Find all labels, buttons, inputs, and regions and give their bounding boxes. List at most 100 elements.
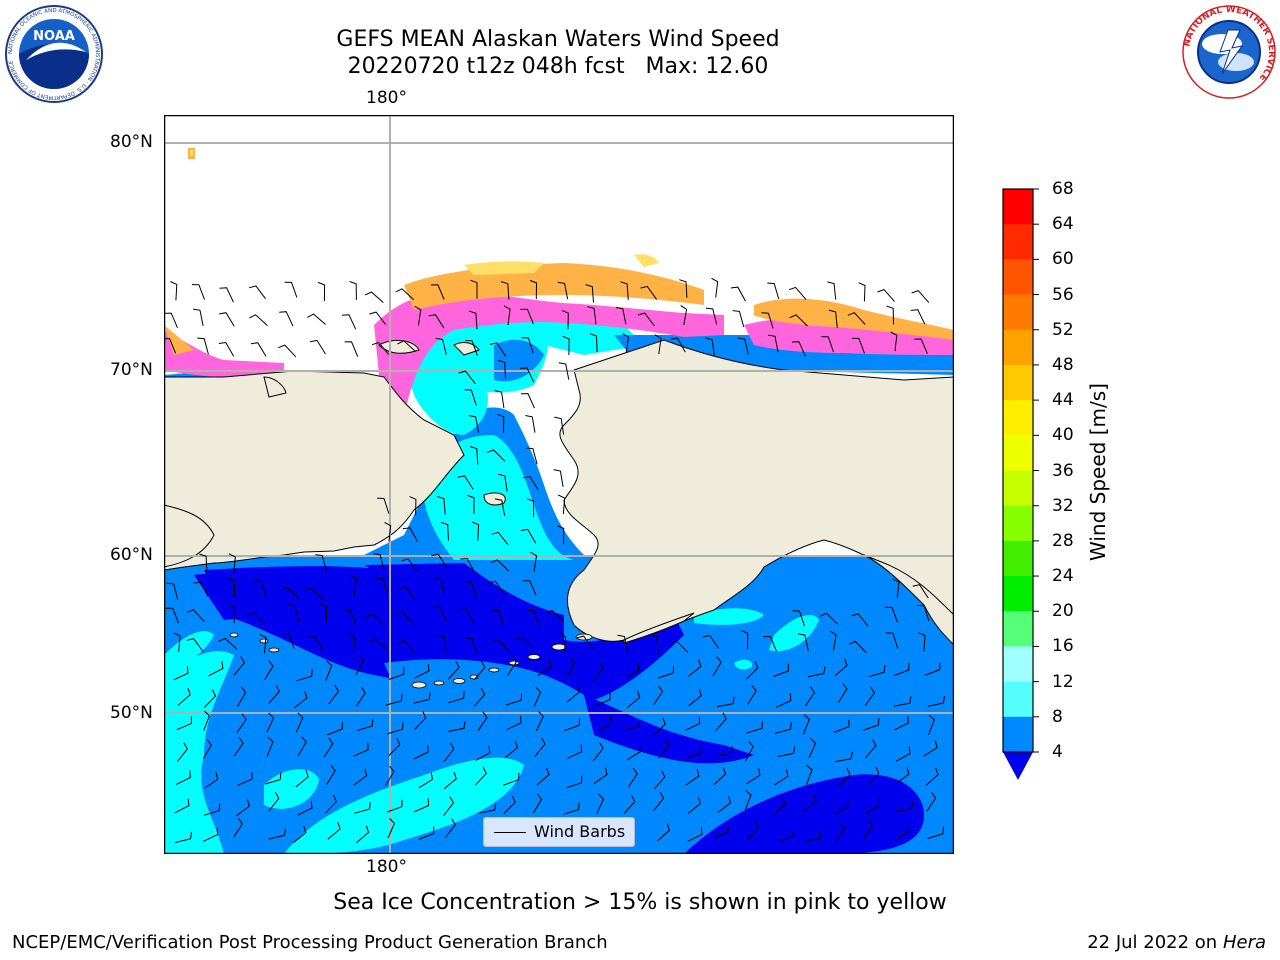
wind-barb — [561, 309, 569, 330]
wind-barb — [838, 683, 848, 703]
wind-barb — [268, 828, 286, 840]
wind-barb — [266, 736, 274, 757]
wind-barb — [474, 766, 487, 786]
colorbar-tick-label: 44 — [1052, 390, 1074, 411]
wind-barb — [835, 751, 853, 763]
wind-barb — [838, 768, 851, 787]
wind-barb — [717, 795, 732, 813]
wind-barb — [355, 686, 366, 707]
wind-barb — [430, 284, 445, 300]
footer-host: Hera — [1222, 932, 1266, 953]
wind-barb — [218, 341, 235, 357]
wind-barb — [567, 656, 576, 677]
wind-barb — [233, 818, 244, 838]
wind-barb — [448, 691, 465, 704]
wind-barb — [865, 739, 877, 759]
wind-barb — [443, 742, 455, 762]
wind-barb — [862, 819, 874, 840]
wind-barb — [747, 820, 760, 840]
wind-barb — [774, 769, 789, 786]
wind-barb — [895, 767, 910, 785]
wind-barb — [893, 696, 912, 707]
wind-barb — [203, 710, 210, 731]
wind-barb — [895, 746, 911, 762]
wind-barb — [819, 612, 839, 625]
wind-barb — [886, 305, 894, 325]
wind-barb — [926, 792, 937, 812]
wind-barb — [640, 285, 658, 300]
wind-barb — [596, 793, 605, 814]
wind-barb — [327, 722, 343, 736]
wind-barb — [503, 772, 520, 786]
wind-barb — [202, 739, 213, 760]
wind-barb — [385, 765, 395, 786]
wind-barb — [203, 689, 216, 708]
wind-barb — [867, 766, 880, 786]
wind-barb — [354, 802, 371, 814]
wind-barb — [488, 580, 506, 595]
wind-barb — [834, 658, 848, 677]
colorbar-bin — [1003, 364, 1033, 401]
wind-barb — [387, 818, 396, 839]
colorbar-extend-arrow — [1003, 752, 1033, 780]
colorbar-tick-label: 56 — [1052, 284, 1074, 305]
wind-barb — [199, 553, 208, 573]
wind-barb — [491, 609, 505, 626]
wind-barb — [527, 609, 540, 627]
wind-barb — [587, 306, 597, 325]
wind-barb — [715, 712, 727, 732]
wind-barb — [622, 719, 641, 731]
lon-label-bottom: 180° — [366, 857, 407, 877]
colorbar-tick-label: 40 — [1052, 425, 1074, 446]
wind-barb — [324, 795, 337, 814]
colorbar-bin — [1003, 224, 1033, 260]
colorbar-bin — [1003, 611, 1033, 647]
wind-barb — [304, 587, 324, 600]
wind-barb — [558, 633, 567, 653]
wind-barb — [833, 719, 850, 733]
wind-barb — [805, 764, 813, 786]
wind-barb — [557, 281, 569, 300]
wind-barb — [567, 744, 583, 760]
wind-barb — [174, 831, 192, 844]
wind-barb — [469, 310, 478, 330]
wind-barb — [465, 637, 478, 655]
wind-barb — [414, 664, 430, 679]
nws-logo: NATIONAL WEATHER SERVICE — [1182, 5, 1276, 99]
wind-barb — [877, 289, 895, 302]
lat-label-50n: 50°N — [110, 703, 153, 723]
wind-barb — [914, 338, 928, 354]
colorbar-bin — [1003, 681, 1033, 718]
wind-barb — [592, 742, 604, 762]
colorbar-bin — [1003, 540, 1033, 577]
colorbar-tick-label: 32 — [1052, 495, 1074, 516]
colorbar-label: Wind Speed [m/s] — [1086, 383, 1110, 561]
wind-barb — [457, 475, 474, 490]
wind-barb — [705, 337, 715, 356]
wind-barb — [885, 632, 899, 649]
wind-barb — [563, 802, 580, 815]
colorbar-tick-label: 8 — [1052, 706, 1063, 727]
wind-barb — [175, 770, 191, 786]
wind-barb — [375, 578, 389, 595]
wind-barb — [297, 736, 307, 757]
wind-barb — [626, 690, 641, 708]
wind-barb — [928, 714, 935, 735]
wind-barb — [803, 831, 822, 843]
wind-barb — [537, 660, 552, 677]
wind-barb — [219, 287, 234, 303]
wind-barb — [506, 715, 522, 731]
wind-barb — [858, 282, 866, 302]
wind-barb — [323, 737, 334, 758]
ocean-8-12-south — [284, 757, 524, 854]
wind-barb — [247, 612, 266, 625]
wind-barb — [506, 656, 517, 676]
wind-barb — [186, 638, 204, 652]
wind-barb — [617, 634, 628, 653]
wind-barb — [491, 531, 509, 546]
wind-barb — [653, 685, 664, 706]
wind-barb — [170, 281, 178, 301]
colorbar-bin — [1003, 259, 1033, 296]
wind-barb — [772, 797, 786, 816]
wind-barb — [364, 291, 384, 303]
